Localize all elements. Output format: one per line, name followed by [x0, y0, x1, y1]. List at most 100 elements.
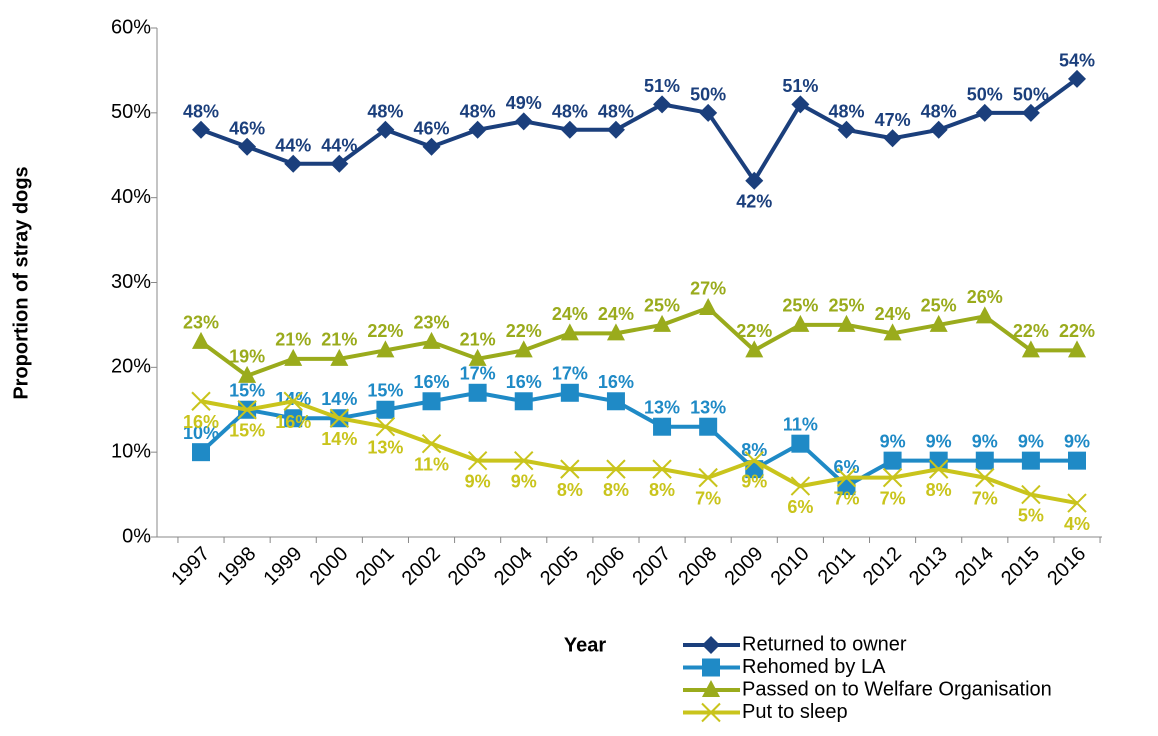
value-label: 51% [644, 76, 680, 96]
x-tick-label: 2002 [398, 543, 445, 590]
x-tick-label: 2009 [721, 543, 768, 590]
point [606, 323, 625, 341]
value-label: 16% [506, 372, 542, 392]
value-label: 50% [690, 85, 726, 105]
x-tick-label: 2008 [674, 543, 721, 590]
value-label: 22% [367, 321, 403, 341]
value-label: 8% [603, 480, 629, 500]
value-label: 50% [967, 85, 1003, 105]
point [745, 340, 764, 358]
value-label: 14% [321, 389, 357, 409]
point [284, 409, 303, 428]
value-label: 23% [414, 313, 450, 333]
value-label: 48% [552, 102, 588, 122]
point [698, 467, 718, 488]
value-label: 25% [782, 296, 818, 316]
x-tick-label: 2011 [814, 543, 860, 589]
value-label: 25% [644, 296, 680, 316]
value-label: 46% [414, 119, 450, 139]
value-label: 48% [460, 102, 496, 122]
value-label: 24% [598, 304, 634, 324]
point [1021, 103, 1040, 122]
value-label: 25% [921, 296, 957, 316]
value-label: 42% [736, 191, 772, 211]
value-label: 51% [782, 76, 818, 96]
value-label: 17% [552, 364, 588, 384]
point [699, 417, 718, 436]
point [237, 400, 257, 420]
series: 16% 15% 16% 14% 13% 11% 9% 9% 8% 8% 8% 7% 9% 6% 7% 7% 8%… [183, 391, 1090, 534]
value-label: 48% [183, 102, 219, 122]
point [376, 120, 395, 139]
x-tick-label: 2010 [767, 543, 814, 590]
value-label: 10% [183, 423, 219, 443]
point [330, 348, 349, 366]
point [238, 137, 257, 156]
point [422, 331, 441, 349]
value-label: 9% [926, 431, 952, 451]
value-label: 22% [1059, 321, 1095, 341]
x-tick-label: 1997 [167, 543, 214, 590]
point [467, 450, 488, 471]
point [284, 154, 303, 173]
point [606, 459, 626, 479]
legend-label: Passed on to Welfare Organisation [742, 678, 1052, 700]
y-tick-label: 40% [111, 186, 151, 208]
value-label: 8% [557, 480, 583, 500]
point [1021, 340, 1040, 358]
value-label: 19% [229, 347, 265, 367]
point [560, 459, 580, 479]
series-line [200, 77, 1079, 185]
value-label: 9% [1064, 431, 1090, 451]
point [192, 331, 210, 349]
x-tick-label: 2006 [582, 543, 629, 590]
value-label: 15% [367, 381, 403, 401]
point [376, 340, 395, 358]
point [929, 451, 948, 470]
point [1068, 451, 1086, 470]
point [1068, 340, 1086, 358]
value-label: 13% [367, 437, 403, 457]
point [791, 434, 810, 453]
point [790, 476, 811, 496]
y-tick-label: 30% [111, 271, 151, 293]
point [422, 137, 441, 156]
value-label: 16% [183, 412, 219, 432]
value-label: 9% [972, 431, 998, 451]
x-tick-label: 1998 [213, 543, 260, 590]
point [702, 680, 720, 697]
value-label: 24% [875, 304, 911, 324]
value-label: 48% [367, 102, 403, 122]
point [975, 306, 994, 324]
value-label: 25% [828, 296, 864, 316]
x-tick-label: 2007 [628, 543, 675, 590]
point [791, 95, 810, 114]
x-tick-label: 2016 [1043, 543, 1090, 590]
point [975, 467, 995, 488]
point [421, 433, 442, 454]
value-label: 16% [275, 412, 311, 432]
value-label: 16% [414, 372, 450, 392]
point [514, 340, 533, 358]
x-tick-label: 2015 [997, 543, 1044, 590]
value-label: 50% [1013, 85, 1049, 105]
value-label: 46% [229, 119, 265, 139]
point [836, 467, 857, 488]
point [882, 467, 903, 488]
value-label: 6% [787, 497, 813, 517]
value-label: 11% [414, 454, 449, 474]
point [560, 383, 579, 402]
value-label: 7% [833, 488, 859, 508]
value-label: 9% [741, 471, 767, 491]
value-label: 22% [506, 321, 542, 341]
point [283, 391, 303, 411]
x-tick-label: 2001 [352, 543, 399, 590]
value-label: 54% [1059, 51, 1095, 71]
value-label: 27% [690, 279, 726, 299]
point [883, 129, 902, 148]
point [560, 120, 579, 139]
value-label: 21% [460, 330, 496, 350]
legend-label: Returned to owner [742, 633, 907, 655]
x-tick-label: 2004 [490, 543, 537, 590]
